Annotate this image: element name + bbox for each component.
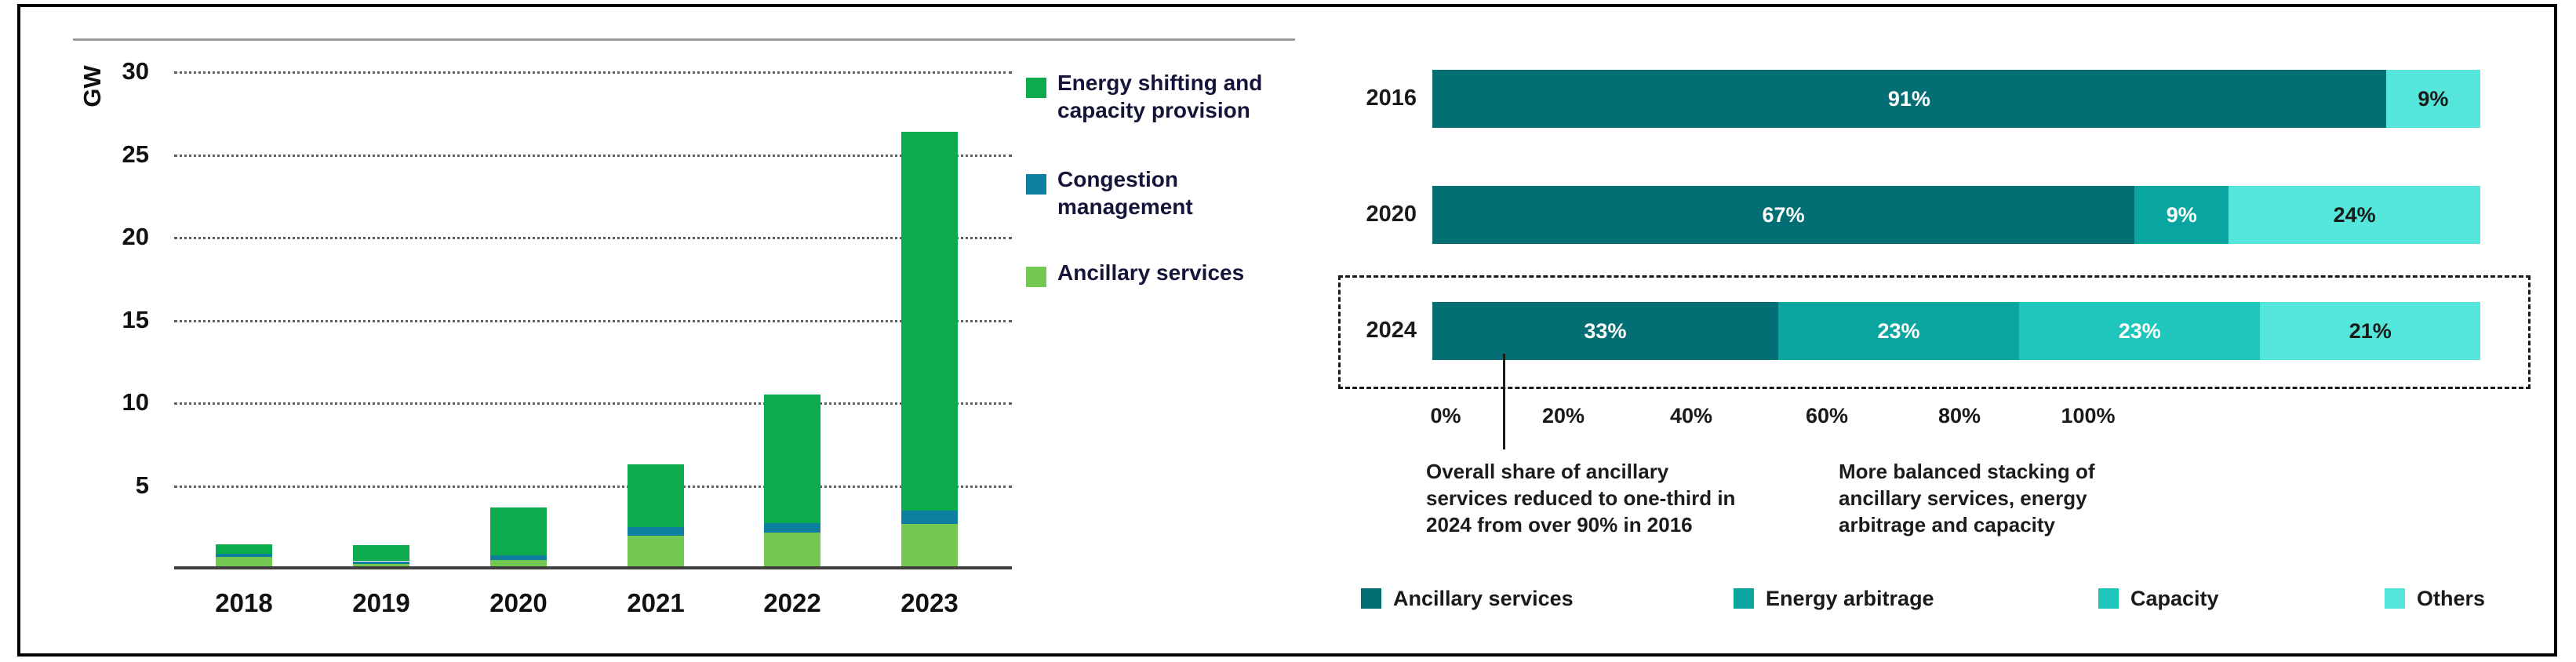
pct-segment-2020-ancillary_services bbox=[1432, 186, 2135, 244]
pct-label: 23% bbox=[1877, 319, 1920, 343]
pct-segment-2020-others bbox=[2229, 186, 2480, 244]
legend-swatch-congestion bbox=[1026, 174, 1046, 195]
legend-label: Others bbox=[2417, 587, 2486, 610]
year-label-2020: 2020 bbox=[489, 588, 548, 617]
bar-segment-2020 bbox=[490, 507, 547, 556]
bar-segment-2018 bbox=[216, 544, 272, 554]
bar-segment-2022 bbox=[764, 395, 820, 523]
legend-label: Ancillary services bbox=[1393, 587, 1574, 610]
row-label-2016: 2016 bbox=[1366, 85, 1417, 111]
bar-segment-2022 bbox=[764, 532, 820, 569]
axis-tick-80%: 80% bbox=[1937, 404, 1981, 427]
pct-label: 24% bbox=[2333, 203, 2376, 227]
bar-segment-2018 bbox=[216, 554, 272, 558]
pct-segment-2024-others bbox=[2260, 302, 2480, 360]
bar-segment-2022 bbox=[764, 522, 820, 533]
axis-tick-60%: 60% bbox=[1805, 404, 1849, 427]
bar-segment-2019 bbox=[353, 563, 409, 569]
top-rule bbox=[73, 38, 1295, 41]
bar-segment-2021 bbox=[628, 464, 684, 528]
bar-segment-2023 bbox=[901, 131, 958, 511]
x-axis-line bbox=[174, 566, 1012, 569]
bar-segment-2019 bbox=[353, 545, 409, 562]
legend-swatch-ancillary_left bbox=[1026, 267, 1046, 287]
legend-swatch-energy_shifting bbox=[1026, 78, 1046, 98]
bar-segment-2023 bbox=[901, 511, 958, 525]
legend-swatch-capacity bbox=[2098, 588, 2119, 609]
axis-tick-20%: 20% bbox=[1541, 404, 1585, 427]
bar-segment-2018 bbox=[216, 557, 272, 569]
legend-label: Energy shifting and capacity provision bbox=[1057, 71, 1263, 122]
bar-segment-2020 bbox=[490, 560, 547, 569]
gridline-25 bbox=[174, 154, 1012, 157]
axis-tick-100%: 100% bbox=[2061, 404, 2116, 427]
year-label-2023: 2023 bbox=[901, 588, 959, 617]
pct-label: 67% bbox=[1762, 203, 1805, 227]
gridline-5 bbox=[174, 485, 1012, 488]
axis-tick-0%: 0% bbox=[1430, 404, 1461, 427]
pct-segment-2024-energy_arbitrage bbox=[1777, 302, 2020, 360]
y-tick-label: 20 bbox=[122, 223, 149, 250]
outer-border bbox=[17, 4, 2557, 657]
highlight-dashed-box bbox=[1338, 275, 2531, 389]
pct-label: 9% bbox=[2166, 203, 2197, 227]
bar-segment-2021 bbox=[628, 527, 684, 536]
y-tick-label: 10 bbox=[122, 388, 149, 416]
gridline-15 bbox=[174, 319, 1012, 322]
pct-segment-2016-others bbox=[2385, 70, 2480, 128]
y-tick-label: 30 bbox=[122, 57, 149, 85]
row-label-2020: 2020 bbox=[1366, 202, 1417, 227]
y-tick-label: 5 bbox=[135, 471, 149, 499]
axis-tick-40%: 40% bbox=[1669, 404, 1713, 427]
year-label-2021: 2021 bbox=[627, 588, 685, 617]
legend-swatch-energy_arbitrage bbox=[1734, 588, 1754, 609]
annotation-ancillary-share: Overall share of ancillary services redu… bbox=[1426, 460, 1736, 537]
bar-segment-2020 bbox=[490, 555, 547, 561]
bar-segment-2021 bbox=[628, 535, 684, 569]
legend-label: Ancillary services bbox=[1057, 260, 1245, 285]
year-label-2022: 2022 bbox=[763, 588, 821, 617]
pct-label: 9% bbox=[2418, 87, 2449, 111]
pct-segment-2024-capacity bbox=[2019, 302, 2261, 360]
pct-label: 23% bbox=[2118, 319, 2161, 343]
legend-label: Capacity bbox=[2130, 587, 2219, 610]
pct-label: 33% bbox=[1584, 319, 1627, 343]
year-label-2019: 2019 bbox=[352, 588, 410, 617]
legend-swatch-ancillary_services bbox=[1361, 588, 1381, 609]
year-label-2018: 2018 bbox=[215, 588, 273, 617]
pct-segment-2024-ancillary_services bbox=[1432, 302, 1778, 360]
pct-label: 91% bbox=[1887, 87, 1930, 111]
y-tick-label: 25 bbox=[122, 140, 149, 168]
gridline-30 bbox=[174, 71, 1012, 74]
bar-segment-2019 bbox=[353, 561, 409, 564]
gridline-10 bbox=[174, 402, 1012, 405]
pct-label: 21% bbox=[2349, 319, 2392, 343]
gridline-20 bbox=[174, 237, 1012, 239]
row-label-2024: 2024 bbox=[1366, 318, 1417, 343]
bar-segment-2023 bbox=[901, 524, 958, 569]
legend-label: Congestion management bbox=[1057, 167, 1193, 219]
pct-segment-2016-ancillary_services bbox=[1432, 70, 2386, 128]
pct-segment-2020-energy_arbitrage bbox=[2134, 186, 2229, 244]
callout-line bbox=[1503, 354, 1505, 449]
legend-label: Energy arbitrage bbox=[1766, 587, 1934, 610]
legend-swatch-others bbox=[2385, 588, 2405, 609]
y-tick-label: 15 bbox=[122, 305, 149, 333]
annotation-balanced-stacking: More balanced stacking of ancillary serv… bbox=[1839, 460, 2095, 537]
